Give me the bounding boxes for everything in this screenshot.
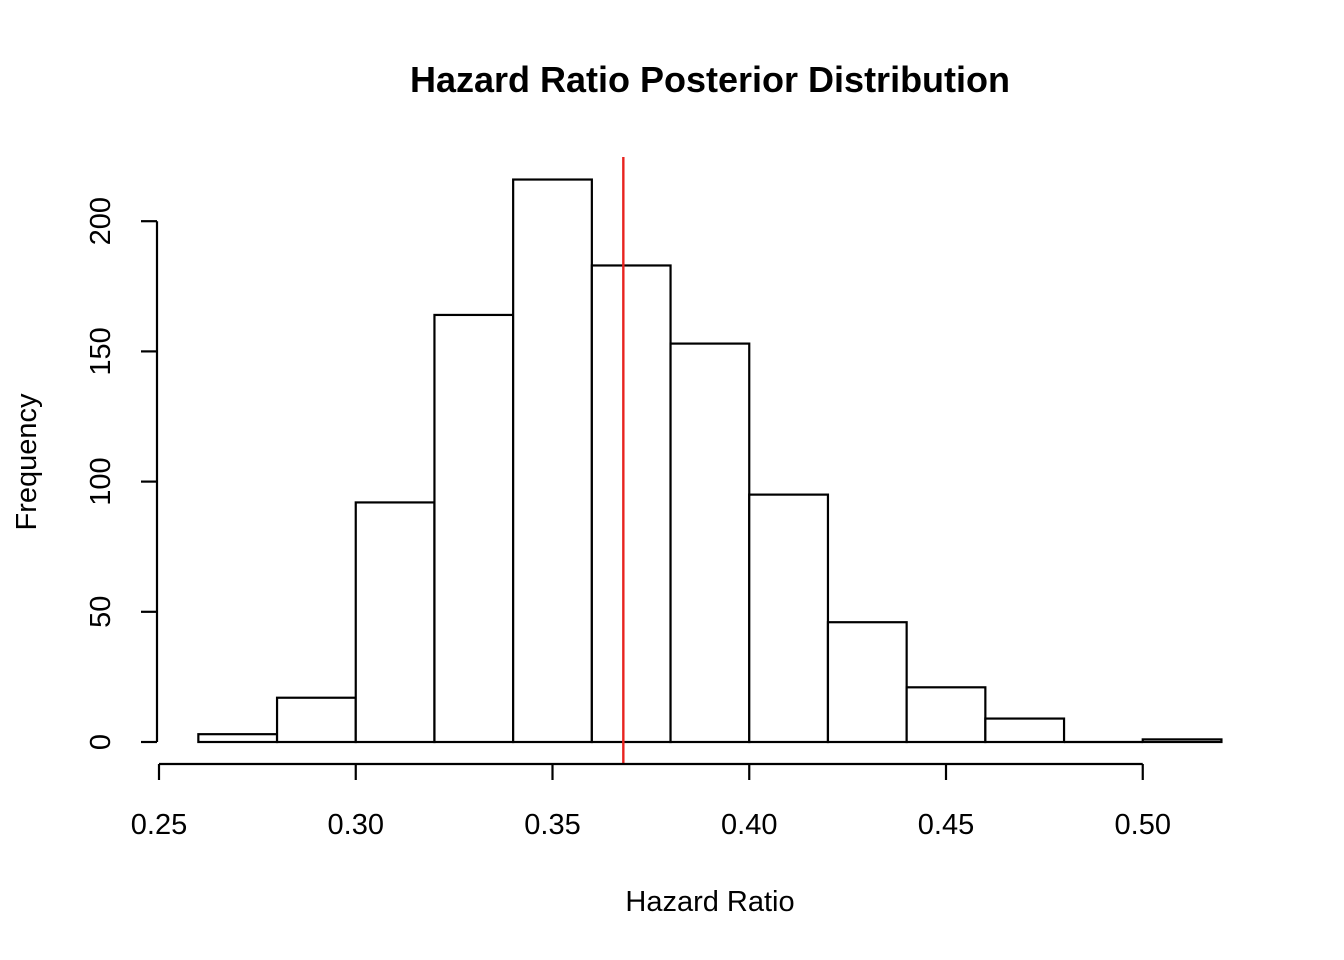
chart-title: Hazard Ratio Posterior Distribution <box>410 59 1010 100</box>
x-axis-label: Hazard Ratio <box>625 886 794 918</box>
y-tick-label: 50 <box>85 596 117 628</box>
histogram-bar-6 <box>669 342 751 744</box>
histogram-bar-7 <box>748 493 830 744</box>
y-tick-label: 200 <box>85 197 117 245</box>
x-tick-label: 0.50 <box>1115 809 1171 841</box>
histogram-bar-4 <box>512 178 593 744</box>
y-axis: 0 50 100 150 200 <box>85 197 159 750</box>
y-tick-label: 150 <box>85 327 117 375</box>
histogram-bar-8 <box>826 621 908 744</box>
y-axis-label: Frequency <box>11 393 43 531</box>
x-tick-label: 0.25 <box>131 809 187 841</box>
histogram-bar-0 <box>197 733 279 744</box>
x-tick-label: 0.40 <box>721 809 777 841</box>
histogram-bar-5 <box>590 264 672 744</box>
x-tick-label: 0.35 <box>524 809 580 841</box>
histogram-bar-9 <box>905 686 987 744</box>
x-axis: 0.25 0.30 0.35 0.40 0.45 0.50 <box>131 762 1171 841</box>
histogram-bar-2 <box>354 501 436 744</box>
histogram-bar-10 <box>984 717 1066 744</box>
histogram-bar-3 <box>433 313 515 744</box>
bars-group <box>197 178 1223 744</box>
histogram-bar-12 <box>1141 738 1223 744</box>
x-tick-label: 0.45 <box>918 809 974 841</box>
histogram-bar-1 <box>275 696 357 744</box>
y-tick-label: 0 <box>85 734 117 750</box>
y-tick-label: 100 <box>85 457 117 505</box>
x-tick-label: 0.30 <box>328 809 384 841</box>
